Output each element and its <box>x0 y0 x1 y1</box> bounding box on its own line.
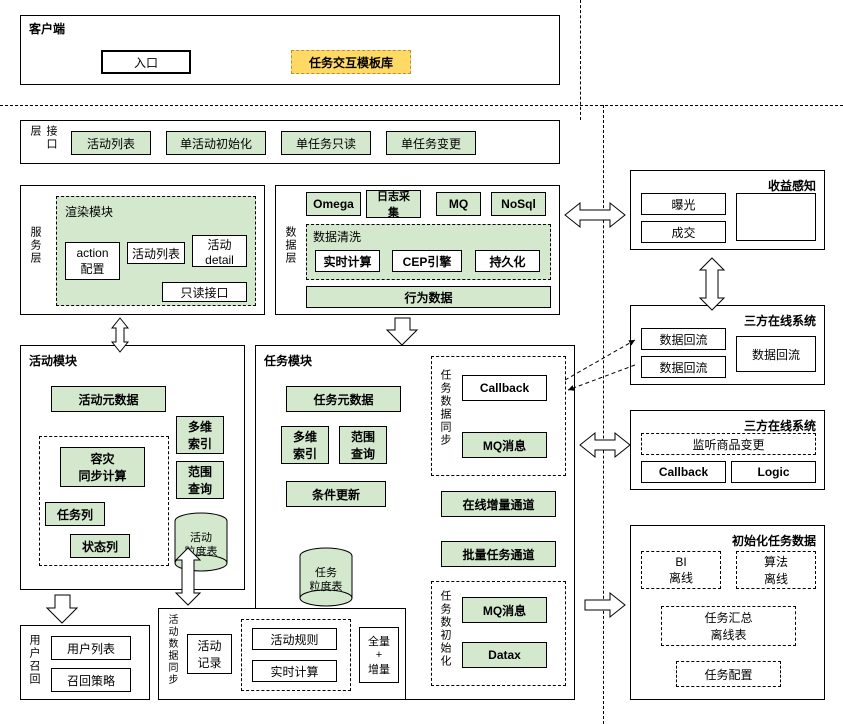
am-inner: 容灾 同步计算 任务列 状态列 <box>39 436 169 566</box>
cylinder-activity: 活动 粒度表 <box>171 511 231 576</box>
tm-datax: Datax <box>462 642 547 668</box>
am-meta: 活动元数据 <box>51 386 166 412</box>
tm-cond: 条件更新 <box>286 481 386 507</box>
dl-omega: Omega <box>306 192 361 216</box>
hdash <box>0 105 843 106</box>
as-rt: 实时计算 <box>252 660 337 682</box>
entry-box: 入口 <box>101 50 191 74</box>
tp2-mon: 监听商品变更 <box>641 433 816 455</box>
dl-cleaning-title: 数据清洗 <box>313 228 361 245</box>
dl-c2: 持久化 <box>475 250 540 272</box>
tm-init-mq: MQ消息 <box>462 597 547 623</box>
interface-layer: 接口层 活动列表 单活动初始化 单任务只读 单任务变更 <box>20 120 560 164</box>
dl-cleaning: 数据清洗 实时计算 CEP引擎 持久化 <box>306 224 551 280</box>
tm-batch: 批量任务通道 <box>441 541 556 567</box>
itd-bi: BI 离线 <box>641 551 721 589</box>
template-box: 任务交互模板库 <box>291 50 411 74</box>
vdash-top <box>580 0 581 120</box>
vdash-full <box>603 105 604 724</box>
render-module: 渲染模块 action 配置 活动列表 活动 detail 只读接口 <box>56 196 256 306</box>
svc-list: 活动列表 <box>127 242 185 264</box>
tm-incr: 在线增量通道 <box>441 491 556 517</box>
activity-sync: 活动数据同步 活动 记录 活动规则 实时计算 全量 + 增量 <box>158 608 406 700</box>
service-title: 服务层 <box>27 226 43 265</box>
tp2-logic: Logic <box>731 461 816 483</box>
if-item-0: 活动列表 <box>71 131 151 155</box>
activity-module: 活动模块 活动元数据 多维 索引 范围 查询 容灾 同步计算 任务列 状态列 活… <box>20 345 245 590</box>
client-title: 客户端 <box>29 20 65 37</box>
tm-meta: 任务元数据 <box>286 386 401 412</box>
ur-title: 用户召回 <box>26 634 42 686</box>
svg-text:任务: 任务 <box>315 566 337 579</box>
if-item-1: 单活动初始化 <box>166 131 266 155</box>
svg-text:粒度表: 粒度表 <box>185 544 218 558</box>
tp2-cb: Callback <box>641 461 726 483</box>
dl-behavior: 行为数据 <box>306 286 551 308</box>
as-full: 全量 + 增量 <box>359 627 399 683</box>
am-range: 范围 查询 <box>176 461 224 499</box>
tm-init: 任务数初始化 MQ消息 Datax <box>431 581 566 686</box>
dl-c0: 实时计算 <box>315 250 380 272</box>
render-title: 渲染模块 <box>65 203 113 220</box>
cylinder-task: 任务 粒度表 <box>296 546 356 611</box>
dl-nosql: NoSql <box>491 192 546 216</box>
tm-sync-title: 任务数据同步 <box>437 369 453 447</box>
rev-0: 曝光 <box>641 193 726 215</box>
svc-readonly: 只读接口 <box>162 282 247 302</box>
tm-multi: 多维 索引 <box>281 426 329 464</box>
as-record: 活动 记录 <box>187 634 232 674</box>
am-multi: 多维 索引 <box>176 416 224 454</box>
svc-action: action 配置 <box>65 242 120 280</box>
init-task-data: 初始化任务数据 BI 离线 算法 离线 任务汇总 离线表 任务配置 <box>630 525 825 700</box>
rev-1: 成交 <box>641 221 726 243</box>
user-recall: 用户召回 用户列表 召回策略 <box>20 625 150 700</box>
svg-text:粒度表: 粒度表 <box>310 579 343 593</box>
am-taskcol: 任务列 <box>45 502 105 526</box>
entry-label: 入口 <box>134 54 158 71</box>
third-party-2: 三方在线系统 监听商品变更 Callback Logic <box>630 410 825 490</box>
if-item-2: 单任务只读 <box>281 131 371 155</box>
dl-log: 日志采 集 <box>366 190 421 218</box>
tm-mq: MQ消息 <box>462 432 547 458</box>
as-rule: 活动规则 <box>252 628 337 650</box>
tp1-title: 三方在线系统 <box>744 312 816 329</box>
tm-init-title: 任务数初始化 <box>437 590 453 668</box>
service-layer: 服务层 渲染模块 action 配置 活动列表 活动 detail 只读接口 <box>20 185 265 315</box>
itd-summary: 任务汇总 离线表 <box>661 606 796 646</box>
revenue: 收益感知 曝光 成交 <box>630 170 825 250</box>
itd-algo: 算法 离线 <box>736 551 816 589</box>
third-party-1: 三方在线系统 数据回流 数据回流 数据回流 <box>630 305 825 385</box>
interface-title: 接口层 <box>27 125 59 163</box>
dl-c1: CEP引擎 <box>392 250 462 272</box>
as-inner: 活动规则 实时计算 <box>241 619 351 691</box>
am-disaster: 容灾 同步计算 <box>60 447 145 487</box>
ur-0: 用户列表 <box>51 636 131 660</box>
itd-title: 初始化任务数据 <box>732 532 816 549</box>
rev-title: 收益感知 <box>768 177 816 194</box>
tm-title: 任务模块 <box>264 352 312 369</box>
as-title: 活动数据同步 <box>164 614 179 686</box>
dl-mq: MQ <box>436 192 481 216</box>
ur-1: 召回策略 <box>51 668 131 692</box>
svg-text:活动: 活动 <box>190 531 212 544</box>
tm-range: 范围 查询 <box>339 426 387 464</box>
tp1-1: 数据回流 <box>641 356 726 378</box>
template-label: 任务交互模板库 <box>309 54 393 71</box>
am-statecol: 状态列 <box>70 534 130 558</box>
tp1-0: 数据回流 <box>641 328 726 350</box>
itd-config: 任务配置 <box>676 661 781 687</box>
am-title: 活动模块 <box>29 352 77 369</box>
data-title: 数据层 <box>282 226 298 265</box>
tp2-title: 三方在线系统 <box>744 417 816 434</box>
svc-detail: 活动 detail <box>192 235 247 267</box>
data-layer: 数据层 Omega 日志采 集 MQ NoSql 数据清洗 实时计算 CEP引擎… <box>275 185 560 315</box>
tm-sync: 任务数据同步 Callback MQ消息 <box>431 356 566 476</box>
rev-blank <box>736 193 816 241</box>
client-container: 客户端 入口 任务交互模板库 <box>20 15 560 85</box>
tm-callback: Callback <box>462 375 547 401</box>
if-item-3: 单任务变更 <box>386 131 476 155</box>
tp1-r: 数据回流 <box>736 336 816 372</box>
